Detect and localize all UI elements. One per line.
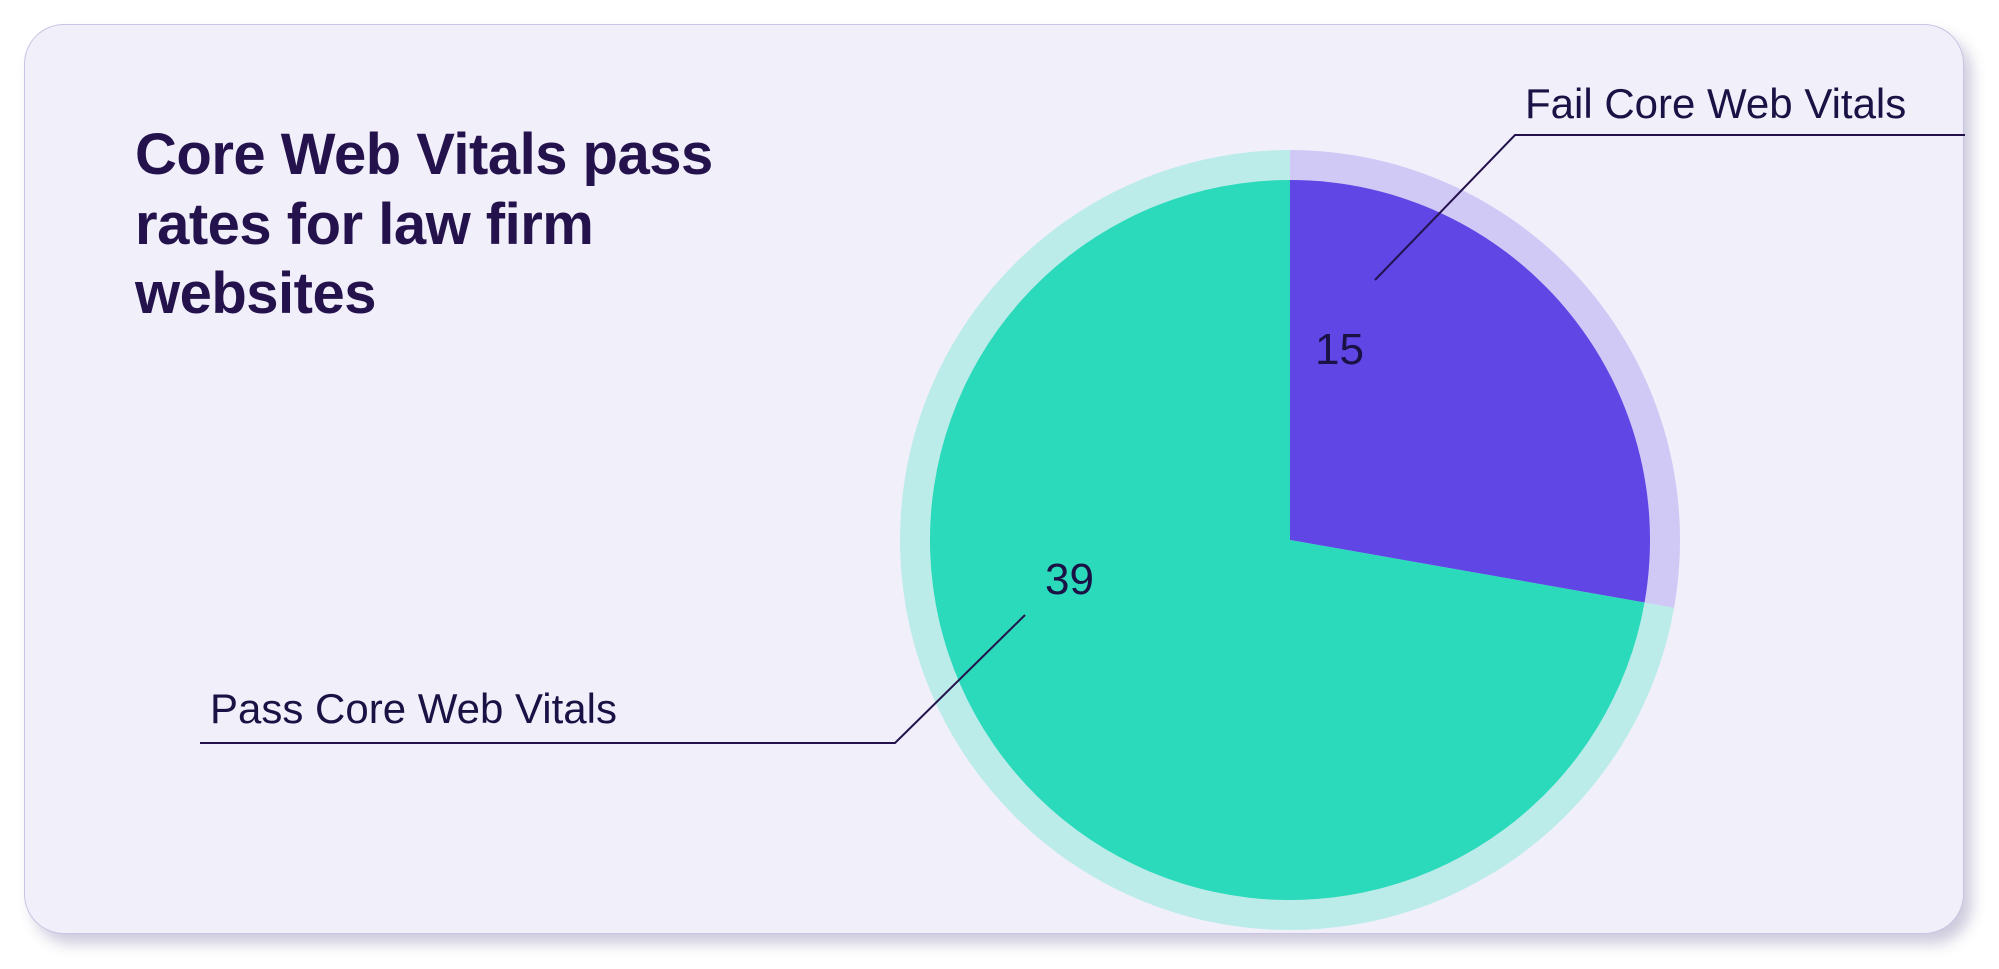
pie-slice-fail bbox=[1290, 180, 1650, 603]
slice-value-pass: 39 bbox=[1045, 555, 1094, 605]
pie-chart bbox=[25, 25, 1965, 935]
info-card: Core Web Vitals pass rates for law firm … bbox=[24, 24, 1964, 934]
slice-value-fail: 15 bbox=[1315, 325, 1364, 375]
slice-label-fail: Fail Core Web Vitals bbox=[1525, 80, 1906, 128]
slice-label-pass: Pass Core Web Vitals bbox=[210, 685, 617, 733]
